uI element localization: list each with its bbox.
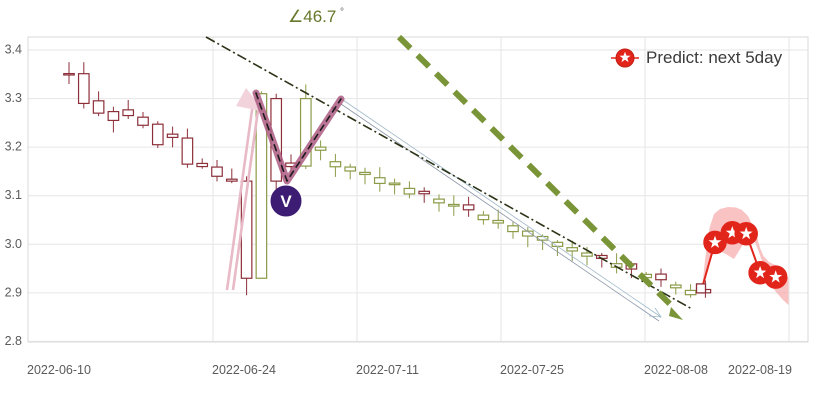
svg-text:3.1: 3.1: [5, 188, 22, 202]
svg-text:3.2: 3.2: [5, 140, 22, 154]
svg-text:3.3: 3.3: [5, 91, 22, 105]
svg-text:3.4: 3.4: [5, 43, 22, 57]
svg-text:3.0: 3.0: [5, 237, 22, 251]
svg-text:∠46.7: ∠46.7: [288, 7, 336, 26]
svg-text:°: °: [340, 7, 344, 18]
svg-text:2022-07-25: 2022-07-25: [500, 363, 564, 377]
svg-text:2022-08-19: 2022-08-19: [728, 363, 792, 377]
svg-text:V: V: [280, 192, 292, 211]
svg-text:Predict: next 5day: Predict: next 5day: [646, 48, 783, 67]
svg-text:2022-06-24: 2022-06-24: [212, 363, 276, 377]
svg-text:2.9: 2.9: [5, 285, 22, 299]
svg-text:2022-08-08: 2022-08-08: [644, 363, 708, 377]
svg-text:2022-07-11: 2022-07-11: [356, 363, 419, 377]
svg-text:2.8: 2.8: [5, 334, 22, 348]
svg-text:2022-06-10: 2022-06-10: [27, 363, 91, 377]
